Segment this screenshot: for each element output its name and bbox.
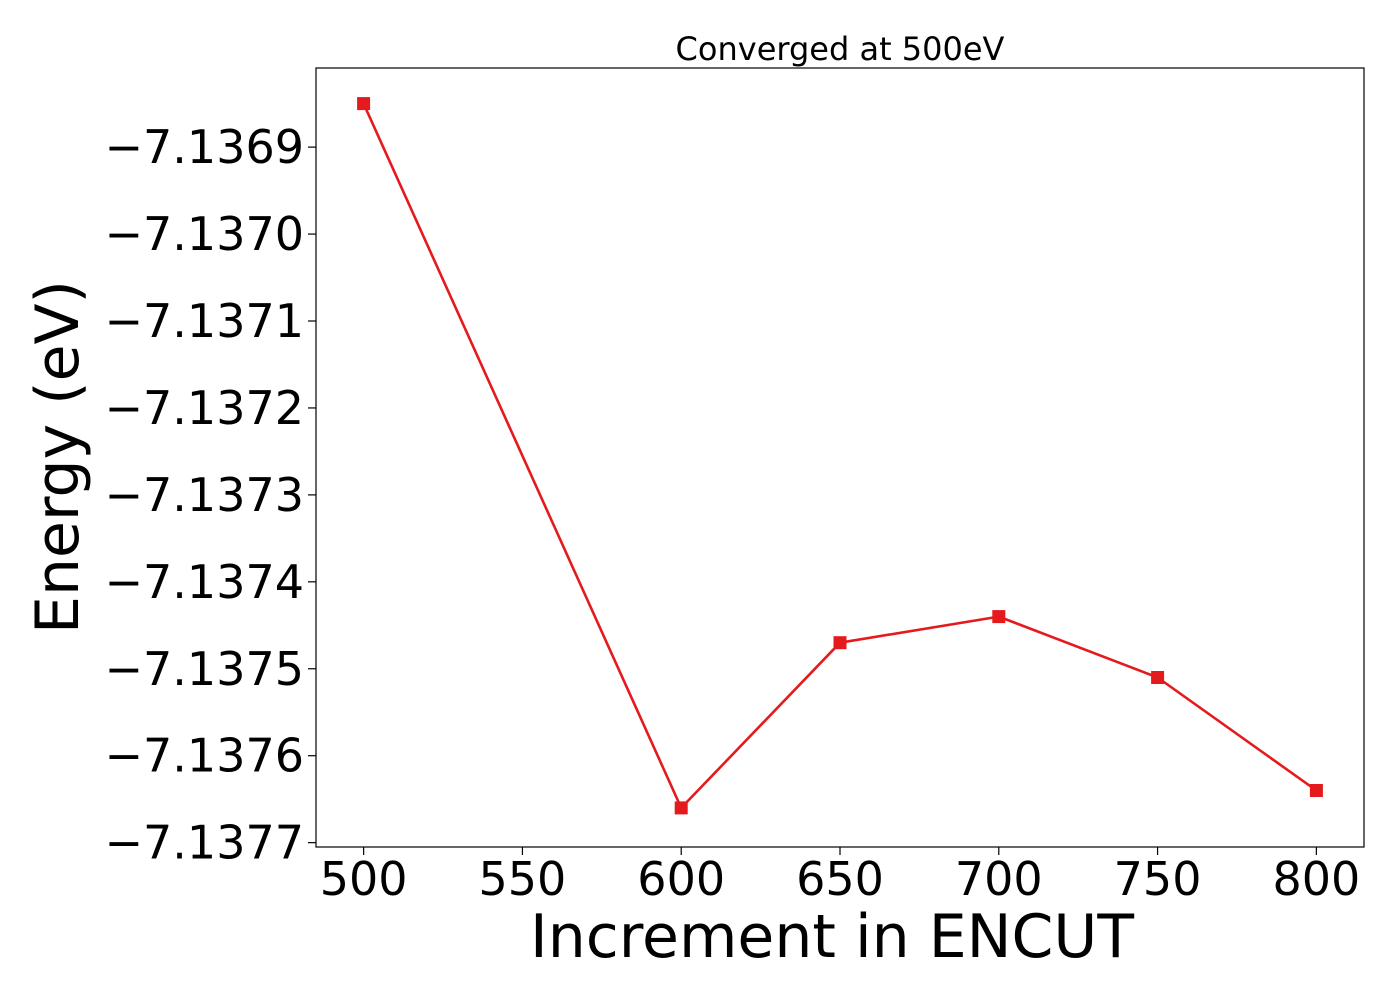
- chart-title: Converged at 500eV: [676, 30, 1005, 68]
- y-axis-label: Energy (eV): [23, 280, 93, 634]
- x-tick-label: 650: [796, 852, 884, 906]
- series-layer: [357, 97, 1323, 815]
- y-tick-label: −7.1375: [105, 642, 305, 696]
- data-point-marker: [1151, 671, 1165, 684]
- y-tick-label: −7.1376: [105, 729, 305, 783]
- y-axis-ticks: −7.1369 −7.1370 −7.1371 −7.1372 −7.1373 −7.13…: [105, 120, 316, 870]
- y-tick-label: −7.1373: [105, 468, 305, 522]
- x-tick-label: 800: [1272, 852, 1360, 906]
- data-point-marker: [992, 610, 1006, 624]
- x-tick-label: 500: [320, 852, 408, 906]
- x-axis-label: Increment in ENCUT: [530, 902, 1134, 972]
- y-tick-label: −7.1371: [105, 294, 305, 348]
- y-tick-label: −7.1372: [105, 381, 305, 435]
- y-tick-label: −7.1377: [105, 816, 305, 870]
- y-tick-label: −7.1370: [105, 207, 305, 261]
- y-tick-label: −7.1369: [105, 120, 305, 174]
- data-point-marker: [674, 801, 688, 815]
- x-tick-label: 600: [637, 852, 725, 906]
- data-point-marker: [1309, 784, 1323, 797]
- x-axis-ticks: 500 550 600 650 700 750 800: [320, 847, 1360, 906]
- y-tick-label: −7.1374: [105, 555, 305, 609]
- x-tick-label: 750: [1114, 852, 1202, 906]
- data-point-marker: [357, 97, 371, 111]
- plot-area-frame: [315, 67, 1365, 848]
- data-point-marker: [833, 636, 847, 650]
- x-tick-label: 550: [479, 852, 567, 906]
- series-line: [362, 103, 1318, 810]
- x-tick-label: 700: [955, 852, 1043, 906]
